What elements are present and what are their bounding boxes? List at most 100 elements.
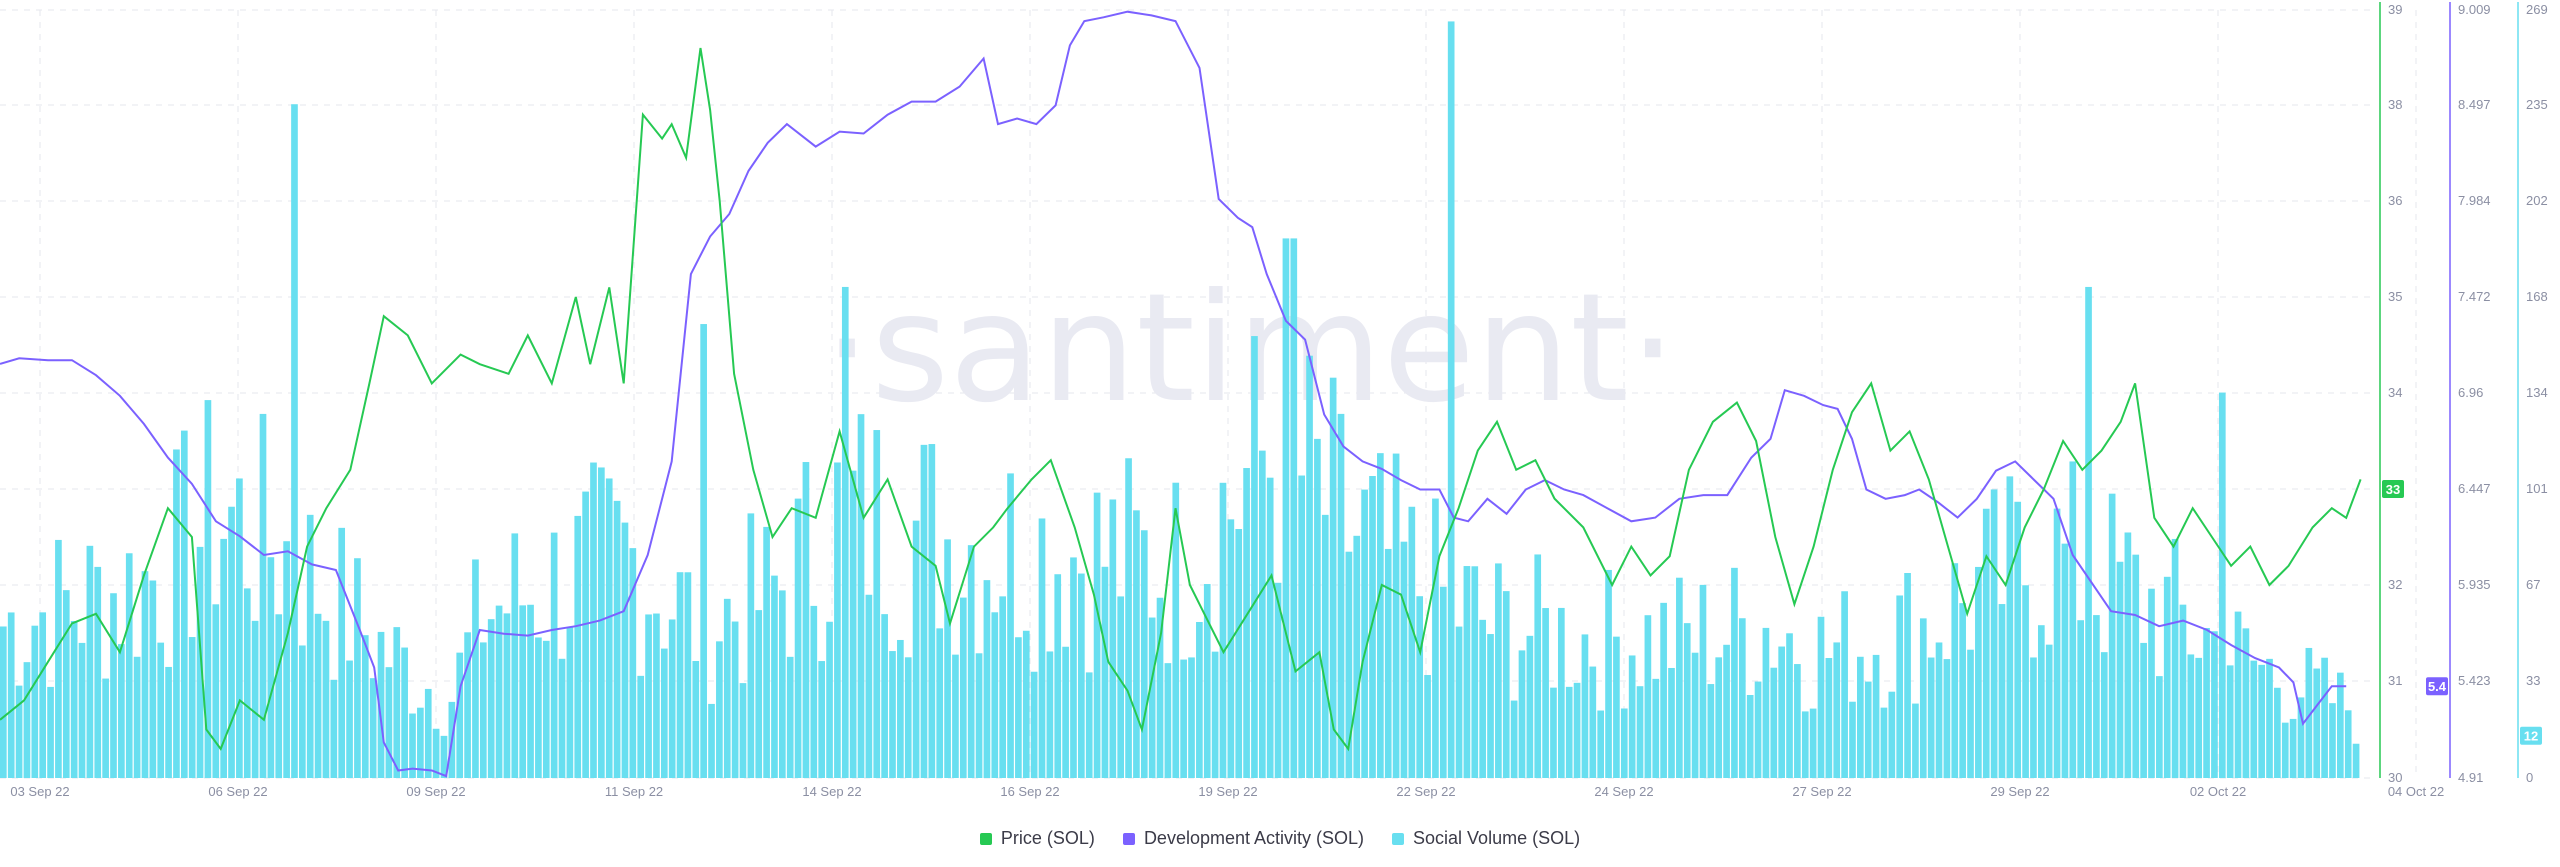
social-volume-bar	[385, 667, 393, 778]
social-volume-bar	[1919, 618, 1927, 778]
price-axis-tick: 39	[2388, 2, 2402, 17]
social-volume-bar	[1038, 518, 1046, 778]
social-volume-bar	[1880, 707, 1888, 778]
social-volume-bar	[542, 640, 550, 778]
social-volume-bar	[377, 631, 385, 778]
social-volume-bar	[1447, 21, 1455, 779]
social-volume-bar	[1070, 557, 1077, 778]
social-volume-bar	[31, 625, 39, 778]
social-volume-bar	[763, 526, 770, 778]
social-volume-bar	[1424, 675, 1431, 778]
x-axis-tick: 14 Sep 22	[802, 784, 861, 799]
social-volume-bar	[1628, 655, 1636, 778]
social-volume-bar	[456, 652, 464, 778]
social-volume-bar	[1982, 508, 1990, 778]
social-volume-bar	[1235, 529, 1243, 778]
social-volume-bar	[1400, 541, 1408, 778]
social-volume-bar	[2014, 501, 2022, 778]
x-axis-tick: 19 Sep 22	[1198, 784, 1257, 799]
social-volume-bar	[2030, 657, 2037, 778]
social-volume-bar	[306, 514, 314, 778]
axes: 39 38 36 35 34 33 32 31 30 9.009 8.497 7.984 7.472 6.…	[2379, 2, 2548, 785]
social-volume-bar	[1384, 548, 1392, 778]
social-volume-bar	[1109, 499, 1117, 778]
social-volume-bar	[1369, 476, 1376, 778]
social-volume-bar	[1778, 646, 1785, 778]
social-volume-bar	[802, 462, 810, 778]
social-volume-bar	[1951, 563, 1959, 778]
x-axis-tick: 04 Oct 22	[2388, 784, 2444, 799]
x-axis-tick: 03 Sep 22	[10, 784, 69, 799]
social-volume-bar	[346, 660, 353, 778]
social-axis-tick: 168	[2526, 289, 2548, 304]
social-last-value-badge: 12	[2520, 726, 2542, 745]
social-volume-bar	[1266, 477, 1274, 778]
social-volume-bar	[1660, 602, 1667, 778]
social-volume-bar	[62, 590, 70, 778]
social-volume-bar	[440, 735, 448, 778]
price-axis-tick: 30	[2388, 770, 2402, 785]
social-volume-bar	[2163, 576, 2171, 778]
social-volume-bar	[1439, 586, 1447, 778]
social-volume-bar	[1542, 608, 1549, 778]
social-volume-bar	[1817, 616, 1825, 778]
social-volume-bar	[1487, 634, 1494, 778]
legend-social-label: Social Volume (SOL)	[1413, 828, 1581, 848]
social-volume-bar	[1298, 475, 1306, 778]
social-axis-tick: 235	[2526, 97, 2548, 112]
social-volume-bar	[196, 546, 204, 778]
social-volume-bar	[1172, 482, 1180, 778]
dev-last-value-badge: 5.4	[2426, 677, 2448, 696]
dev-axis-tick: 7.472	[2458, 289, 2491, 304]
social-volume-bar	[613, 500, 621, 778]
social-volume-bar	[361, 635, 369, 778]
social-volume-bar	[723, 598, 731, 778]
social-volume-bar	[299, 645, 306, 778]
social-volume-bar	[1620, 708, 1628, 778]
social-axis-tick: 33	[2526, 673, 2540, 688]
social-volume-bar	[401, 647, 408, 778]
social-volume-bar	[283, 541, 290, 778]
social-volume-bar	[700, 324, 707, 778]
social-volume-bar	[204, 400, 212, 778]
social-volume-bar	[1180, 659, 1187, 778]
social-volume-bar	[2061, 543, 2069, 778]
social-volume-bar	[2329, 703, 2336, 778]
social-volume-bar	[1518, 650, 1526, 778]
social-volume-bar	[243, 588, 251, 778]
social-volume-bar	[1274, 582, 1282, 778]
social-volume-bar	[2266, 658, 2273, 778]
social-volume-bar	[834, 462, 841, 778]
social-volume-bar	[1290, 238, 1298, 778]
social-volume-bar	[165, 666, 172, 778]
social-volume-bar	[574, 515, 582, 778]
social-volume-bar	[47, 686, 54, 778]
price-axis-tick: 34	[2388, 385, 2402, 400]
social-volume-bar	[1605, 569, 1612, 778]
social-volume-bar	[999, 596, 1006, 778]
social-volume-bar	[1534, 554, 1542, 778]
social-volume-bar	[991, 612, 999, 778]
social-volume-bar	[503, 613, 511, 778]
social-volume-bar	[1613, 636, 1620, 778]
legend-price[interactable]: Price (SOL)	[979, 828, 1095, 849]
price-axis-tick: 36	[2388, 193, 2402, 208]
social-volume-bar	[2195, 657, 2203, 778]
social-volume-bar	[2085, 286, 2092, 778]
social-volume-bar	[1762, 627, 1770, 778]
social-axis-tick: 202	[2526, 193, 2548, 208]
social-volume-bar	[2132, 554, 2140, 778]
social-volume-bar	[983, 580, 991, 778]
dev-axis-tick: 8.497	[2458, 97, 2491, 112]
social-volume-bar	[889, 651, 896, 778]
social-volume-bar	[1683, 623, 1691, 778]
legend-dev[interactable]: Development Activity (SOL)	[1122, 828, 1364, 849]
social-volume-bar	[110, 593, 117, 778]
legend-social[interactable]: Social Volume (SOL)	[1392, 828, 1580, 849]
social-volume-bar	[487, 619, 495, 778]
legend-dev-swatch	[1122, 832, 1135, 845]
social-volume-bar	[1117, 596, 1125, 778]
x-axis-tick: 27 Sep 22	[1792, 784, 1851, 799]
social-volume-bar	[1251, 336, 1258, 778]
